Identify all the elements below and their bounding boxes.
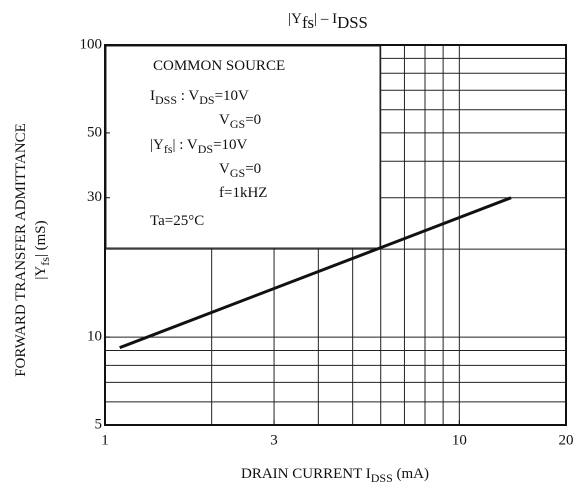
y-axis-label-part: | (mS) <box>33 220 49 257</box>
annotation: VGS=0 <box>219 112 261 130</box>
chart-title: |Yfs| – IDSS <box>288 11 368 31</box>
x-axis-label-part: (mA) <box>393 466 429 482</box>
y-axis-label-part: FORWARD TRANSFER ADMITTANCE <box>13 123 29 377</box>
annotation-part: Ta=25°C <box>150 213 204 229</box>
x-tick-label: 10 <box>452 432 467 448</box>
annotation-part: : V <box>177 88 199 104</box>
x-tick-label: 20 <box>559 432 574 448</box>
annotation-part: | : V <box>173 137 198 153</box>
chart-title-part: |Y <box>288 11 302 27</box>
annotation: VGS=0 <box>219 161 261 179</box>
chart-title-part: | – I <box>314 11 337 27</box>
annotation-part: =0 <box>245 161 261 177</box>
x-axis-label: DRAIN CURRENT IDSS (mA) <box>241 466 429 484</box>
y-tick-label: 50 <box>87 124 102 140</box>
annotation: |Yfs| : VDS=10V <box>150 137 248 155</box>
annotation-sub: GS <box>230 166 245 180</box>
annotation-part: V <box>219 112 230 128</box>
annotation: Ta=25°C <box>150 213 204 229</box>
y-tick-label: 30 <box>87 189 102 205</box>
y-axis-label-part: |Y <box>33 266 49 280</box>
annotation-part: |Y <box>150 137 164 153</box>
y-tick-label: 10 <box>87 329 102 345</box>
annotation-part: =10V <box>213 137 247 153</box>
x-axis-label-sub: DSS <box>371 471 393 485</box>
annotation-sub: fs <box>164 142 173 156</box>
y-axis-label: |Yfs| (mS) <box>33 220 51 279</box>
x-tick-label: 1 <box>101 432 109 448</box>
annotation: COMMON SOURCE <box>153 58 285 74</box>
annotation-part: COMMON SOURCE <box>153 58 285 74</box>
y-tick-label: 5 <box>95 416 103 432</box>
annotation-sub: GS <box>230 117 245 131</box>
annotation-part: I <box>150 88 155 104</box>
annotation-part: f=1kHZ <box>219 185 267 201</box>
y-axis-label: FORWARD TRANSFER ADMITTANCE <box>13 123 29 377</box>
annotation-sub: DS <box>198 142 213 156</box>
y-axis-label-sub: fs <box>38 257 52 266</box>
chart-title-sub: DSS <box>337 13 368 32</box>
x-axis-label-part: DRAIN CURRENT I <box>241 466 371 482</box>
annotation: f=1kHZ <box>219 185 267 201</box>
annotation-part: =0 <box>245 112 261 128</box>
annotation-sub: DSS <box>155 93 177 107</box>
plot-frame <box>104 44 567 426</box>
y-tick-label: 100 <box>80 36 103 52</box>
annotation-sub: DS <box>199 93 214 107</box>
annotation-part: =10V <box>215 88 249 104</box>
chart-title-sub: fs <box>302 13 314 32</box>
data-line <box>119 196 512 350</box>
legend-box <box>105 45 381 249</box>
annotation-part: V <box>219 161 230 177</box>
x-tick-label: 3 <box>270 432 278 448</box>
annotation: IDSS : VDS=10V <box>150 88 249 106</box>
